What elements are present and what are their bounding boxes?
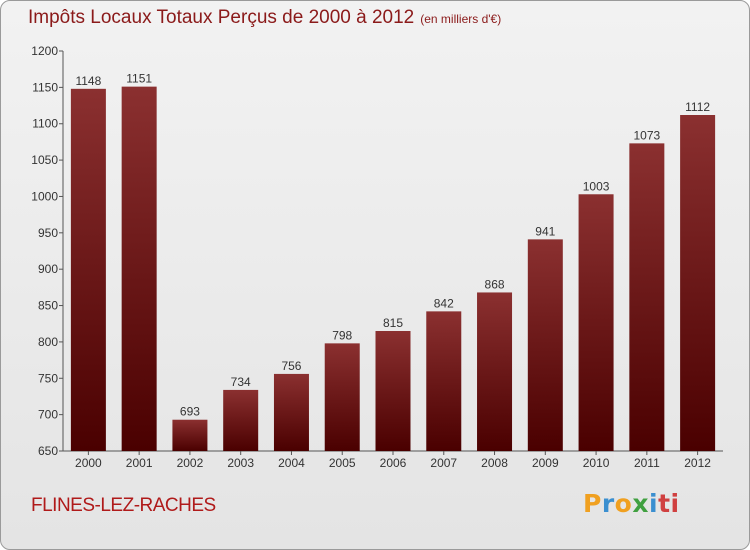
- x-tick-label-2005: 2005: [329, 456, 356, 470]
- x-tick-label-2003: 2003: [227, 456, 254, 470]
- y-tick-label: 750: [38, 371, 58, 385]
- x-tick-label-2012: 2012: [684, 456, 711, 470]
- logo-letter-ti: ti: [658, 489, 680, 518]
- y-tick-label: 650: [38, 444, 58, 458]
- y-tick-label: 1050: [31, 153, 58, 167]
- logo-letter-p: P: [583, 489, 602, 518]
- x-tick-label-2011: 2011: [634, 456, 660, 470]
- bar-2012: [680, 115, 716, 451]
- bar-2004: [273, 373, 309, 451]
- chart-title-text: Impôts Locaux Totaux Perçus de 2000 à 20…: [28, 7, 415, 28]
- value-label-2007: 842: [434, 296, 454, 310]
- x-tick-label-2004: 2004: [278, 456, 305, 470]
- value-label-2001: 1151: [126, 72, 152, 86]
- x-tick-label-2006: 2006: [380, 456, 407, 470]
- value-label-2000: 1148: [75, 74, 101, 88]
- bar-2011: [629, 143, 665, 451]
- x-tick-label-2008: 2008: [481, 456, 508, 470]
- logo-letter-i: i: [649, 489, 659, 518]
- value-label-2002: 693: [180, 405, 200, 419]
- chart-bars: 1148 1151 693 734 756 798 815 842 868 941 1003 1073…: [70, 72, 716, 452]
- x-tick-label-2010: 2010: [583, 456, 610, 470]
- value-label-2004: 756: [281, 359, 301, 373]
- chart-title: Impôts Locaux Totaux Perçus de 2000 à 20…: [28, 7, 501, 29]
- logo-letter-x: x: [632, 489, 649, 518]
- y-tick-label: 1200: [31, 44, 58, 58]
- y-tick-label: 1000: [31, 189, 58, 203]
- value-label-2012: 1112: [685, 100, 710, 114]
- value-label-2008: 868: [485, 277, 505, 291]
- value-label-2003: 734: [231, 375, 251, 389]
- value-label-2009: 941: [535, 224, 555, 238]
- value-label-2005: 798: [332, 328, 352, 342]
- chart-subtitle: (en milliers d'€): [420, 12, 502, 26]
- bar-2002: [172, 419, 208, 451]
- logo-letter-o: o: [614, 489, 633, 518]
- y-tick-label: 950: [38, 226, 58, 240]
- bar-2008: [477, 292, 513, 451]
- logo-letter-r: r: [601, 489, 615, 518]
- x-tick-label-2001: 2001: [126, 456, 153, 470]
- x-tick-label-2000: 2000: [75, 456, 102, 470]
- value-label-2010: 1003: [583, 179, 610, 193]
- bar-2006: [375, 331, 411, 451]
- location-name: FLINES-LEZ-RACHES: [31, 495, 216, 516]
- value-label-2006: 815: [383, 316, 403, 330]
- x-tick-label-2007: 2007: [430, 456, 457, 470]
- y-tick-label: 1100: [32, 117, 58, 131]
- bar-2005: [324, 343, 360, 451]
- y-tick-label: 850: [38, 299, 58, 313]
- bar-2007: [426, 311, 462, 451]
- x-tick-label-2002: 2002: [177, 456, 204, 470]
- y-tick-label: 700: [38, 408, 58, 422]
- bar-2003: [223, 389, 259, 451]
- y-tick-label: 1150: [32, 80, 58, 94]
- value-label-2011: 1073: [633, 128, 660, 142]
- y-tick-label: 800: [38, 335, 58, 349]
- x-tick-label-2009: 2009: [532, 456, 559, 470]
- bar-2000: [70, 88, 106, 452]
- bar-2001: [121, 86, 157, 452]
- bar-2009: [527, 239, 563, 451]
- y-tick-label: 900: [38, 262, 58, 276]
- proxiti-logo: Proxiti: [583, 489, 680, 518]
- bar-2010: [578, 194, 614, 452]
